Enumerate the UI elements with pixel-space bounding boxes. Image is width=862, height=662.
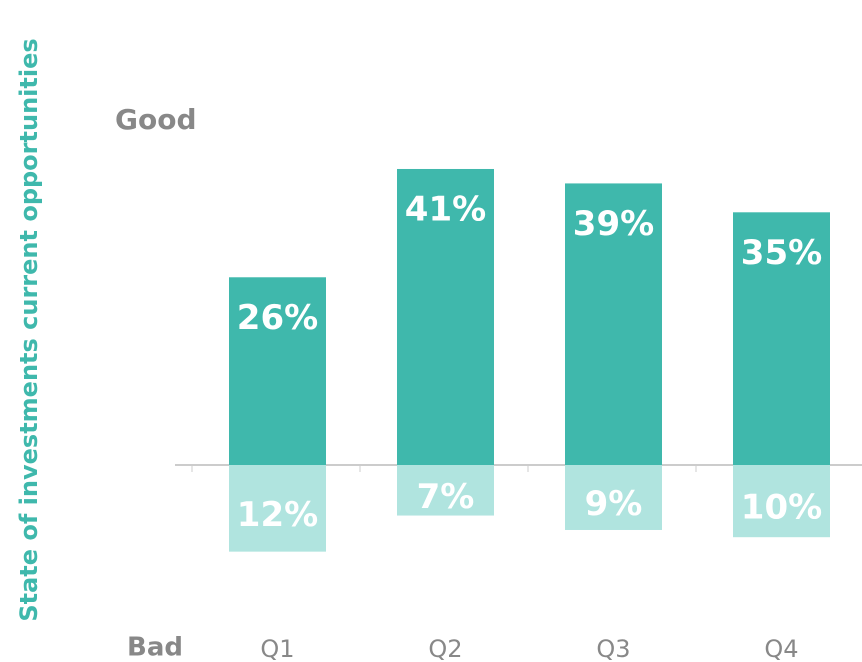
bar	[229, 277, 326, 465]
bar	[565, 465, 662, 530]
data-label: 12%	[237, 495, 318, 535]
data-label: 9%	[585, 484, 643, 524]
top-label: Good	[115, 103, 197, 136]
data-label: 7%	[417, 477, 475, 517]
bar	[565, 183, 662, 466]
bar	[733, 212, 830, 465]
x-tick-label: Q2	[428, 635, 462, 662]
data-label: 39%	[573, 204, 654, 244]
bar	[397, 465, 494, 516]
bar	[733, 465, 830, 538]
data-label: 35%	[741, 233, 822, 273]
x-tick-label: Q3	[596, 635, 630, 662]
x-tick-label: Q1	[260, 635, 294, 662]
bottom-label: Bad	[127, 633, 183, 662]
data-label: 26%	[237, 298, 318, 338]
bar	[229, 465, 326, 552]
x-tick-label: Q4	[764, 635, 798, 662]
bar	[397, 168, 494, 466]
y-axis-label: State of investments current opportuniti…	[15, 38, 43, 621]
data-label: 41%	[405, 189, 486, 229]
data-label: 10%	[741, 488, 822, 528]
